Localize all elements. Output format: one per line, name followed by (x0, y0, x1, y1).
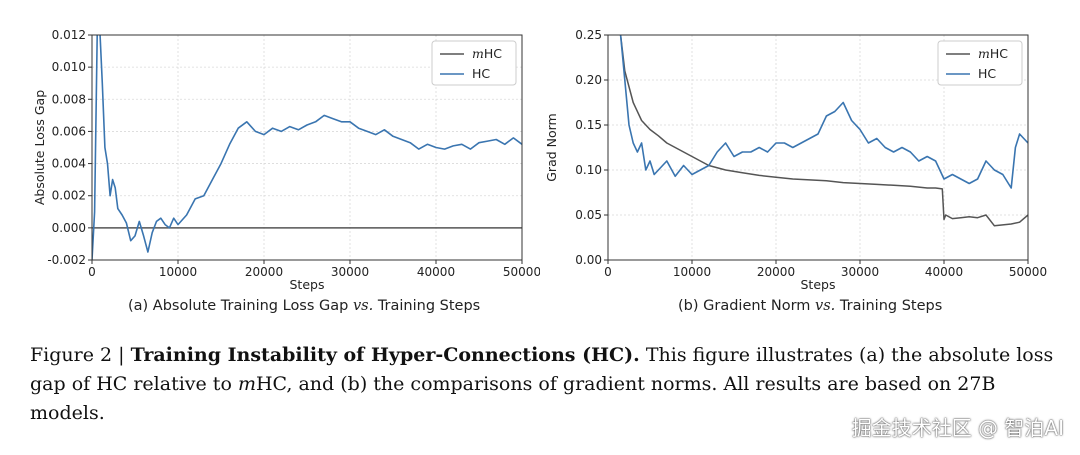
y-tick-label: 0.20 (575, 73, 602, 87)
chart-svg-a: 0 10000 20000 30000 40000 50000 -0.002 0.000 0.0… (32, 28, 541, 292)
legend-mhc-rest: HC (484, 46, 502, 61)
series-group-a (92, 35, 522, 260)
x-tick-label: 20000 (245, 265, 283, 279)
x-axis-label: Steps (290, 277, 325, 292)
x-tick-label: 40000 (417, 265, 455, 279)
caption-label: Figure 2 | (30, 344, 125, 366)
legend-label-mhc: mHC (472, 46, 502, 61)
legend-label-hc: HC (472, 66, 490, 81)
series-group-b (619, 35, 1028, 227)
chart-svg-b: 0 10000 20000 30000 40000 50000 0.00 0.05 0.10 0.… (544, 28, 1047, 292)
y-axis-label: Absolute Loss Gap (32, 90, 47, 205)
x-tick-label: 30000 (331, 265, 369, 279)
y-tick-label: 0.004 (52, 157, 86, 171)
subcaption-a-vs: vs. (352, 298, 374, 314)
caption-m-italic: m (237, 373, 256, 395)
y-tick-label: 0.010 (52, 60, 86, 74)
x-tick-label: 40000 (925, 265, 963, 279)
series-line-hc (92, 35, 522, 260)
grad-norm-chart: 0 10000 20000 30000 40000 50000 0.00 0.05 0.10 0.… (540, 0, 1080, 300)
y-tick-label: -0.002 (47, 253, 86, 267)
x-tick-label: 50000 (1009, 265, 1047, 279)
x-tick-label: 0 (604, 265, 612, 279)
subcaption-b: (b) Gradient Norm vs. Training Steps (678, 298, 942, 314)
plot-frame-b (607, 34, 1029, 261)
y-tick-label: 0.002 (52, 189, 86, 203)
plot-frame-a (91, 34, 523, 261)
x-tick-label: 50000 (503, 265, 540, 279)
y-tick-label: 0.008 (52, 92, 86, 106)
legend-mhc-italic: m (978, 46, 990, 61)
figure-caption: Figure 2 | Training Instability of Hyper… (30, 341, 1060, 428)
legend-mhc-rest: HC (990, 46, 1008, 61)
x-tick-label: 20000 (757, 265, 795, 279)
caption-text-1: This figure illustrates (a) the absolute… (30, 344, 1054, 395)
caption-text-2: HC, and (b) the comparisons of gradient … (30, 373, 996, 424)
subcaption-a-suffix: Training Steps (377, 298, 481, 314)
subcaption-a-prefix: (a) Absolute Training Loss Gap (128, 298, 349, 314)
x-tick-label: 0 (88, 265, 96, 279)
x-tick-label: 10000 (159, 265, 197, 279)
subcaption-b-suffix: Training Steps (839, 298, 943, 314)
subcaption-b-prefix: (b) Gradient Norm (678, 298, 811, 314)
y-axis-label: Grad Norm (544, 113, 559, 182)
y-tick-label: 0.00 (575, 253, 602, 267)
legend-mhc-italic: m (472, 46, 484, 61)
loss-gap-chart: 0 10000 20000 30000 40000 50000 -0.002 0.000 0.0… (0, 0, 541, 300)
y-tick-label: 0.05 (575, 208, 602, 222)
series-line-mhc (619, 35, 1028, 227)
legend-label-hc: HC (978, 66, 996, 81)
watermark: 掘金技术社区 @ 智泊AI (851, 416, 1064, 440)
x-tick-label: 30000 (841, 265, 879, 279)
y-tick-label: 0.10 (575, 163, 602, 177)
y-tick-label: 0.006 (52, 124, 86, 138)
y-tick-label: 0.012 (52, 28, 86, 42)
legend-label-mhc: mHC (978, 46, 1008, 61)
y-tick-label: 0.000 (52, 221, 86, 235)
subcaption-a: (a) Absolute Training Loss Gap vs. Train… (128, 298, 480, 314)
subcaption-b-vs: vs. (815, 298, 836, 314)
y-tick-label: 0.25 (575, 28, 602, 42)
caption-title: Training Instability of Hyper-Connection… (130, 344, 640, 366)
x-axis-label: Steps (801, 277, 836, 292)
y-tick-label: 0.15 (575, 118, 602, 132)
series-line-hc (619, 35, 1028, 189)
x-tick-label: 10000 (673, 265, 711, 279)
